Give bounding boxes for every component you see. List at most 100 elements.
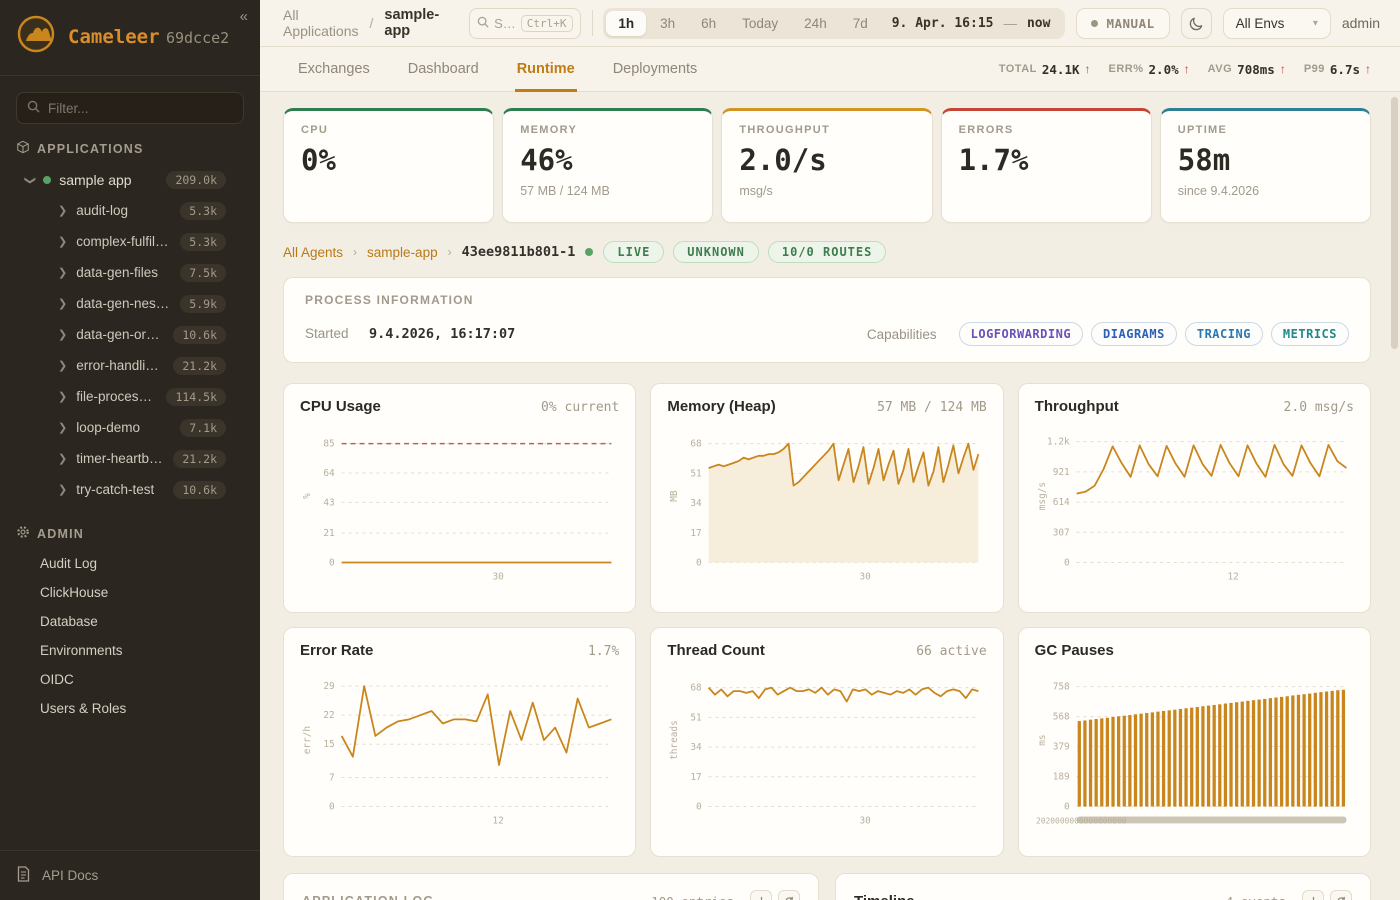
download-button[interactable] [750,890,772,900]
sidebar-item-api-docs[interactable]: API Docs [0,850,260,900]
svg-text:29: 29 [323,681,335,692]
scrollbar[interactable] [1390,95,1399,900]
svg-text:17: 17 [691,772,702,783]
sidebar-item-route[interactable]: ❯ audit-log 5.3k [0,195,260,226]
manual-refresh-button[interactable]: MANUAL [1076,7,1170,39]
dark-mode-toggle[interactable] [1180,7,1212,39]
trend-arrow-icon: ↑ [1365,62,1371,76]
svg-text:307: 307 [1052,527,1069,538]
time-range-group: 1h 3h 6h Today 24h 7d 9. Apr. 16:15 — now [603,7,1066,39]
metric-value: 2.0/s [739,143,827,177]
time-range-button[interactable]: 7d [852,15,868,31]
search-input[interactable]: S… Ctrl+K [469,7,581,39]
main-area: All Applications / sample-app S… Ctrl+K … [260,0,1400,900]
route-list: ❯ audit-log 5.3k ❯ complex-fulfillm… 5.3… [0,195,260,505]
download-button[interactable] [1302,890,1324,900]
chevron-right-icon: ❯ [58,205,68,217]
sidebar-item-route[interactable]: ❯ data-gen-neste… 5.9k [0,288,260,319]
metric-card: MEMORY 46% 57 MB / 124 MB [502,108,714,223]
time-to[interactable]: now [1026,15,1051,31]
content-area: CPU 0% MEMORY 46% 57 MB / 124 MB THROUGH… [260,92,1400,900]
refresh-icon [1336,896,1345,900]
route-name: data-gen-files [76,265,159,280]
count-badge: 10.6k [173,480,226,499]
stat-value: 2.0% [1148,61,1179,77]
time-from[interactable]: 9. Apr. 16:15 [891,15,994,31]
chevron-right-icon: ❯ [58,267,68,279]
svg-text:threads: threads [669,720,680,760]
refresh-button[interactable] [778,890,800,900]
time-range-button[interactable]: 24h [804,15,827,31]
svg-text:err/h: err/h [302,726,313,754]
sidebar-item-route[interactable]: ❯ error-handling-… 21.2k [0,350,260,381]
tab[interactable]: Runtime [514,47,577,92]
count-badge: 21.2k [173,356,226,375]
time-range-button[interactable]: 1h [606,10,647,36]
status-dot [1091,19,1099,27]
sidebar-item-route[interactable]: ❯ timer-heartbeat 21.2k [0,443,260,474]
count-badge: 7.5k [180,263,226,282]
sidebar-filter-input[interactable]: Filter... [16,92,244,124]
sidebar-item-route[interactable]: ❯ loop-demo 7.1k [0,412,260,443]
refresh-button[interactable] [1330,890,1352,900]
metric-card: UPTIME 58m since 9.4.2026 [1159,108,1371,223]
all-agents-link[interactable]: All Agents [283,244,344,260]
agent-breadcrumb: All Agents › sample-app › 43ee9811b801-1… [283,239,1371,265]
environment-select[interactable]: All Envs ▾ [1222,7,1331,39]
tab[interactable]: Deployments [612,61,698,77]
chart-current-value: 57 MB / 124 MB [877,400,987,415]
package-icon [16,140,30,157]
admin-list: Audit Log ClickHouse Database Environments O… [0,550,260,724]
user-name[interactable]: admin [1341,15,1380,31]
search-placeholder: S… [494,15,516,31]
stat: AVG 708ms ↑ [1208,62,1286,77]
svg-text:0: 0 [696,557,702,568]
download-icon [760,896,762,900]
sidebar-item-route[interactable]: ❯ data-gen-files 7.5k [0,257,260,288]
sidebar-item-route[interactable]: ❯ data-gen-orders 10.6k [0,319,260,350]
status-dot [43,176,52,184]
time-range-button[interactable]: Today [742,15,779,31]
brand-name: Cameleer [68,25,160,48]
scrollbar-thumb[interactable] [1391,97,1398,349]
download-icon [1312,896,1314,900]
sidebar-item-admin[interactable]: ClickHouse [40,585,109,600]
svg-text:0: 0 [329,557,335,568]
sidebar-item-sample-app[interactable]: ❯ sample app 209.0k [0,165,260,195]
time-range-button[interactable]: 3h [660,15,676,31]
chart-title: Memory (Heap) [667,398,776,415]
count-badge: 10.6k [173,325,226,344]
route-name: audit-log [76,203,129,218]
sidebar-item-admin[interactable]: Users & Roles [40,701,127,716]
tab[interactable]: Dashboard [407,61,479,77]
agent-app-link[interactable]: sample-app [367,244,438,260]
sidebar-collapse-icon[interactable]: « [239,8,248,25]
metric-subtext: since 9.4.2026 [1177,183,1260,198]
sidebar-item-route[interactable]: ❯ complex-fulfillm… 5.3k [0,226,260,257]
sidebar-item-admin[interactable]: Database [40,614,98,629]
svg-text:30: 30 [492,571,504,582]
gear-icon [16,525,30,542]
sidebar-item-admin[interactable]: Audit Log [40,556,98,571]
route-name: try-catch-test [76,482,155,497]
search-icon [27,100,40,116]
svg-text:68: 68 [691,683,703,694]
timeline-panel: Timeline 4 events [835,873,1371,900]
sidebar-item-admin[interactable]: OIDC [40,672,74,687]
sidebar-item-route[interactable]: ❯ file-processing 114.5k [0,381,260,412]
tabs-bar: Exchanges Dashboard Runtime Deployments TOT… [260,47,1400,92]
tab[interactable]: Exchanges [298,61,370,77]
svg-text:43: 43 [323,497,334,508]
count-badge: 5.9k [180,294,226,313]
time-range-button[interactable]: 6h [701,15,717,31]
status-badge: LIVE [603,241,665,263]
sidebar-item-admin[interactable]: Environments [40,643,123,658]
breadcrumb-root[interactable]: All Applications [283,7,359,39]
sidebar: Cameleer 69dcce2 « Filter... APPLICATION… [0,0,260,900]
metric-label: UPTIME [1177,124,1228,136]
capability-badges: LOGFORWARDING DIAGRAMS TRACING METRICS [951,322,1349,346]
sidebar-item-route[interactable]: ❯ try-catch-test 10.6k [0,474,260,505]
svg-text:51: 51 [691,468,703,479]
stat-label: AVG [1207,63,1233,75]
chart-plot: 758 568 379 189 0 ms 2020000000000000000 [1036,682,1347,825]
